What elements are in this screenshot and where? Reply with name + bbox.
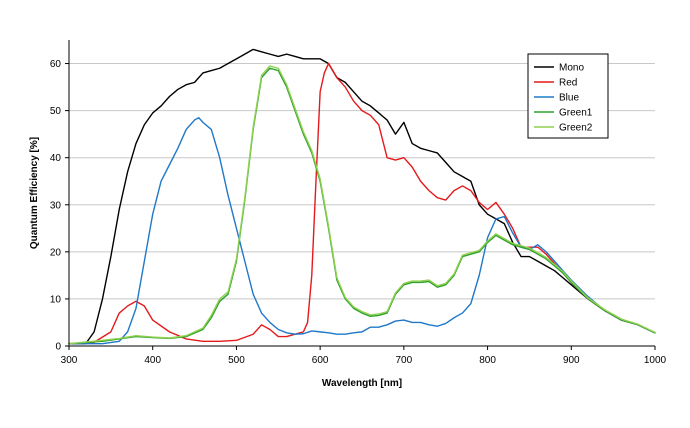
x-tick-label: 500	[228, 355, 245, 366]
series-line-mono	[68, 48, 656, 345]
x-tick-label: 800	[479, 355, 496, 366]
legend-label-green1: Green1	[559, 108, 593, 119]
legend-label-green2: Green2	[559, 123, 593, 134]
series-lines	[68, 48, 656, 345]
series-line-green2	[68, 65, 656, 345]
legend-label-red: Red	[559, 78, 577, 89]
series-line-green1	[68, 67, 656, 345]
x-tick-label: 700	[396, 355, 413, 366]
y-tick-label: 40	[50, 153, 62, 164]
legend: Mono Red Blue Green1 Green2	[527, 53, 609, 139]
x-tick-label: 1000	[644, 355, 667, 366]
x-tick-label: 300	[61, 355, 78, 366]
x-tick-label: 400	[144, 355, 161, 366]
y-axis-ticks: 0 10 20 30 40 50 60	[50, 59, 69, 353]
x-axis-title: Wavelength [nm]	[322, 378, 402, 389]
x-tick-label: 600	[312, 355, 329, 366]
y-tick-label: 10	[50, 294, 62, 305]
y-tick-label: 30	[50, 200, 62, 211]
series-line-red	[68, 62, 656, 345]
y-tick-label: 50	[50, 106, 62, 117]
x-axis-ticks: 300 400 500 600 700 800 900 1000	[61, 346, 667, 366]
legend-label-blue: Blue	[559, 93, 579, 104]
y-axis-title: Quantum Efficiency [%]	[29, 137, 40, 249]
y-tick-label: 20	[50, 247, 62, 258]
legend-label-mono: Mono	[559, 63, 584, 74]
series-line-blue	[68, 116, 656, 345]
legend-box	[527, 53, 609, 139]
y-tick-label: 60	[50, 59, 62, 70]
y-tick-label: 0	[55, 342, 61, 353]
x-tick-label: 900	[563, 355, 580, 366]
